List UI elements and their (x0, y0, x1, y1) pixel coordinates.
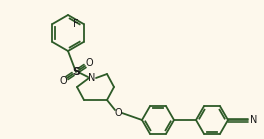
Text: N: N (250, 115, 257, 125)
Text: S: S (72, 67, 80, 77)
Text: N: N (88, 73, 96, 83)
Text: O: O (114, 108, 122, 118)
Text: F: F (73, 19, 79, 29)
Text: O: O (85, 58, 93, 68)
Text: O: O (59, 76, 67, 86)
